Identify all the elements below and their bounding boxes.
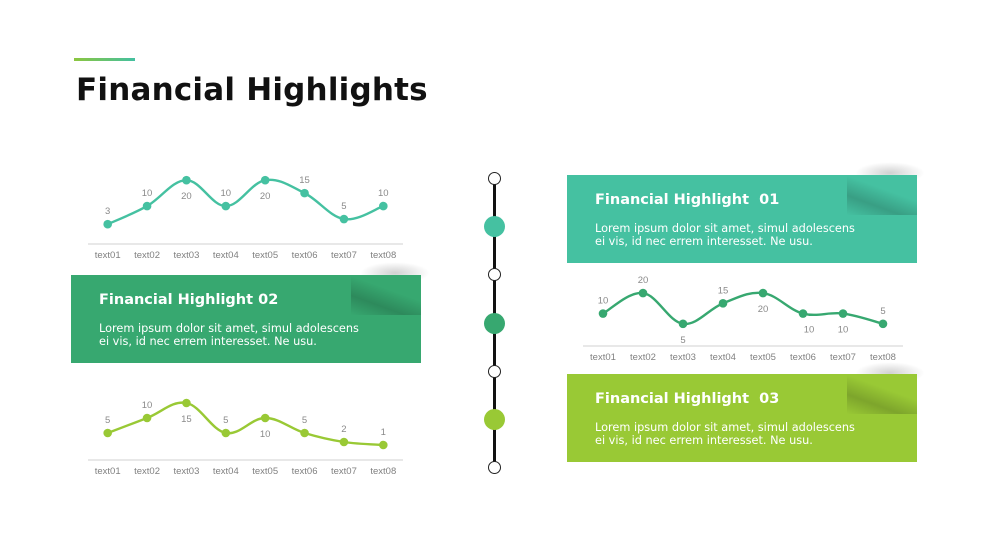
data-point bbox=[260, 413, 270, 423]
x-tick-label: text04 bbox=[213, 250, 239, 261]
data-label: 5 bbox=[880, 306, 885, 317]
timeline-node bbox=[488, 461, 501, 474]
page-title: Financial Highlights bbox=[76, 72, 428, 108]
data-label: 5 bbox=[223, 415, 228, 426]
data-point bbox=[718, 299, 728, 308]
timeline-node bbox=[488, 268, 501, 281]
x-tick-label: text04 bbox=[213, 466, 239, 477]
data-label: 10 bbox=[142, 188, 153, 199]
data-label: 10 bbox=[598, 296, 609, 307]
data-label: 3 bbox=[105, 206, 110, 217]
x-tick-label: text02 bbox=[630, 352, 656, 363]
x-tick-label: text07 bbox=[331, 250, 357, 261]
data-point bbox=[678, 319, 688, 329]
x-tick-label: text03 bbox=[173, 466, 199, 477]
data-label: 5 bbox=[680, 335, 685, 346]
timeline-node bbox=[488, 365, 501, 378]
data-point bbox=[103, 219, 112, 229]
x-tick-label: text05 bbox=[252, 250, 278, 261]
timeline-node-02 bbox=[484, 313, 505, 334]
x-tick-label: text03 bbox=[670, 352, 696, 363]
highlight-card-02: Financial Highlight 02 Lorem ipsum dolor… bbox=[71, 275, 421, 363]
data-label: 20 bbox=[638, 275, 649, 286]
card-title: Financial Highlight 01 bbox=[595, 192, 780, 208]
page-curl-decoration bbox=[351, 275, 421, 315]
x-tick-label: text05 bbox=[750, 352, 776, 363]
highlight-card-03: Financial Highlight 03 Lorem ipsum dolor… bbox=[567, 374, 917, 462]
data-point bbox=[182, 398, 191, 408]
data-label: 5 bbox=[341, 201, 346, 212]
data-label: 5 bbox=[302, 415, 307, 426]
timeline-node-01 bbox=[484, 216, 505, 237]
data-point bbox=[221, 201, 231, 211]
data-point bbox=[379, 201, 388, 211]
data-label: 2 bbox=[341, 424, 346, 435]
data-point bbox=[758, 288, 768, 298]
x-tick-label: text07 bbox=[830, 352, 856, 363]
data-label: 10 bbox=[804, 325, 815, 336]
line-chart-3: 5 text01 10 text02 15 text03 5 text04 10 text05 5 t… bbox=[88, 385, 403, 477]
data-label: 10 bbox=[221, 188, 232, 199]
data-label: 1 bbox=[381, 427, 386, 438]
card-body: Lorem ipsum dolor sit amet, simul adoles… bbox=[99, 322, 359, 348]
data-point bbox=[638, 288, 648, 298]
data-label: 20 bbox=[181, 191, 192, 202]
data-point bbox=[798, 309, 808, 318]
data-point bbox=[339, 437, 349, 447]
timeline-node-03 bbox=[484, 409, 505, 430]
data-label: 10 bbox=[142, 400, 153, 411]
data-point bbox=[142, 201, 152, 211]
card-title: Financial Highlight 03 bbox=[595, 391, 780, 407]
highlight-card-01: Financial Highlight 01 Lorem ipsum dolor… bbox=[567, 175, 917, 263]
x-tick-label: text01 bbox=[95, 250, 121, 261]
data-point bbox=[221, 428, 231, 438]
card-title: Financial Highlight 02 bbox=[99, 292, 279, 308]
data-label: 15 bbox=[299, 175, 310, 186]
data-point bbox=[300, 428, 309, 438]
data-point bbox=[182, 175, 191, 185]
line-chart-1: 3 text01 10 text02 20 text03 10 text04 20 text05 1… bbox=[88, 160, 403, 265]
x-tick-label: text06 bbox=[292, 250, 318, 261]
page-curl-decoration bbox=[847, 175, 917, 215]
data-label: 15 bbox=[718, 285, 729, 296]
data-point bbox=[379, 440, 388, 450]
data-label: 20 bbox=[758, 304, 769, 315]
data-point bbox=[598, 309, 608, 318]
data-point bbox=[300, 188, 309, 198]
timeline-node bbox=[488, 172, 501, 185]
x-tick-label: text06 bbox=[292, 466, 318, 477]
x-tick-label: text01 bbox=[95, 466, 121, 477]
x-tick-label: text07 bbox=[331, 466, 357, 477]
card-body: Lorem ipsum dolor sit amet, simul adoles… bbox=[595, 222, 855, 248]
x-tick-label: text06 bbox=[790, 352, 816, 363]
x-tick-label: text04 bbox=[710, 352, 736, 363]
data-point bbox=[142, 413, 152, 423]
x-tick-label: text01 bbox=[590, 352, 616, 363]
x-tick-label: text05 bbox=[252, 466, 278, 477]
page-curl-decoration bbox=[847, 374, 917, 414]
data-point bbox=[878, 319, 888, 329]
x-tick-label: text03 bbox=[173, 250, 199, 261]
data-point bbox=[838, 309, 848, 318]
card-body: Lorem ipsum dolor sit amet, simul adoles… bbox=[595, 421, 855, 447]
data-point bbox=[339, 214, 349, 224]
data-label: 15 bbox=[181, 414, 192, 425]
x-tick-label: text08 bbox=[870, 352, 896, 363]
data-point bbox=[260, 175, 270, 185]
data-label: 10 bbox=[838, 325, 849, 336]
x-tick-label: text02 bbox=[134, 250, 160, 261]
data-label: 20 bbox=[260, 191, 271, 202]
x-tick-label: text08 bbox=[370, 250, 396, 261]
series-line bbox=[602, 291, 884, 325]
data-label: 10 bbox=[378, 188, 389, 199]
line-chart-2: 10 text01 20 text02 5 text03 15 text04 20 text05 1… bbox=[583, 275, 903, 363]
data-label: 10 bbox=[260, 429, 271, 440]
data-point bbox=[103, 428, 112, 438]
x-tick-label: text02 bbox=[134, 466, 160, 477]
data-label: 5 bbox=[105, 415, 110, 426]
title-accent-line bbox=[74, 58, 135, 61]
x-tick-label: text08 bbox=[370, 466, 396, 477]
